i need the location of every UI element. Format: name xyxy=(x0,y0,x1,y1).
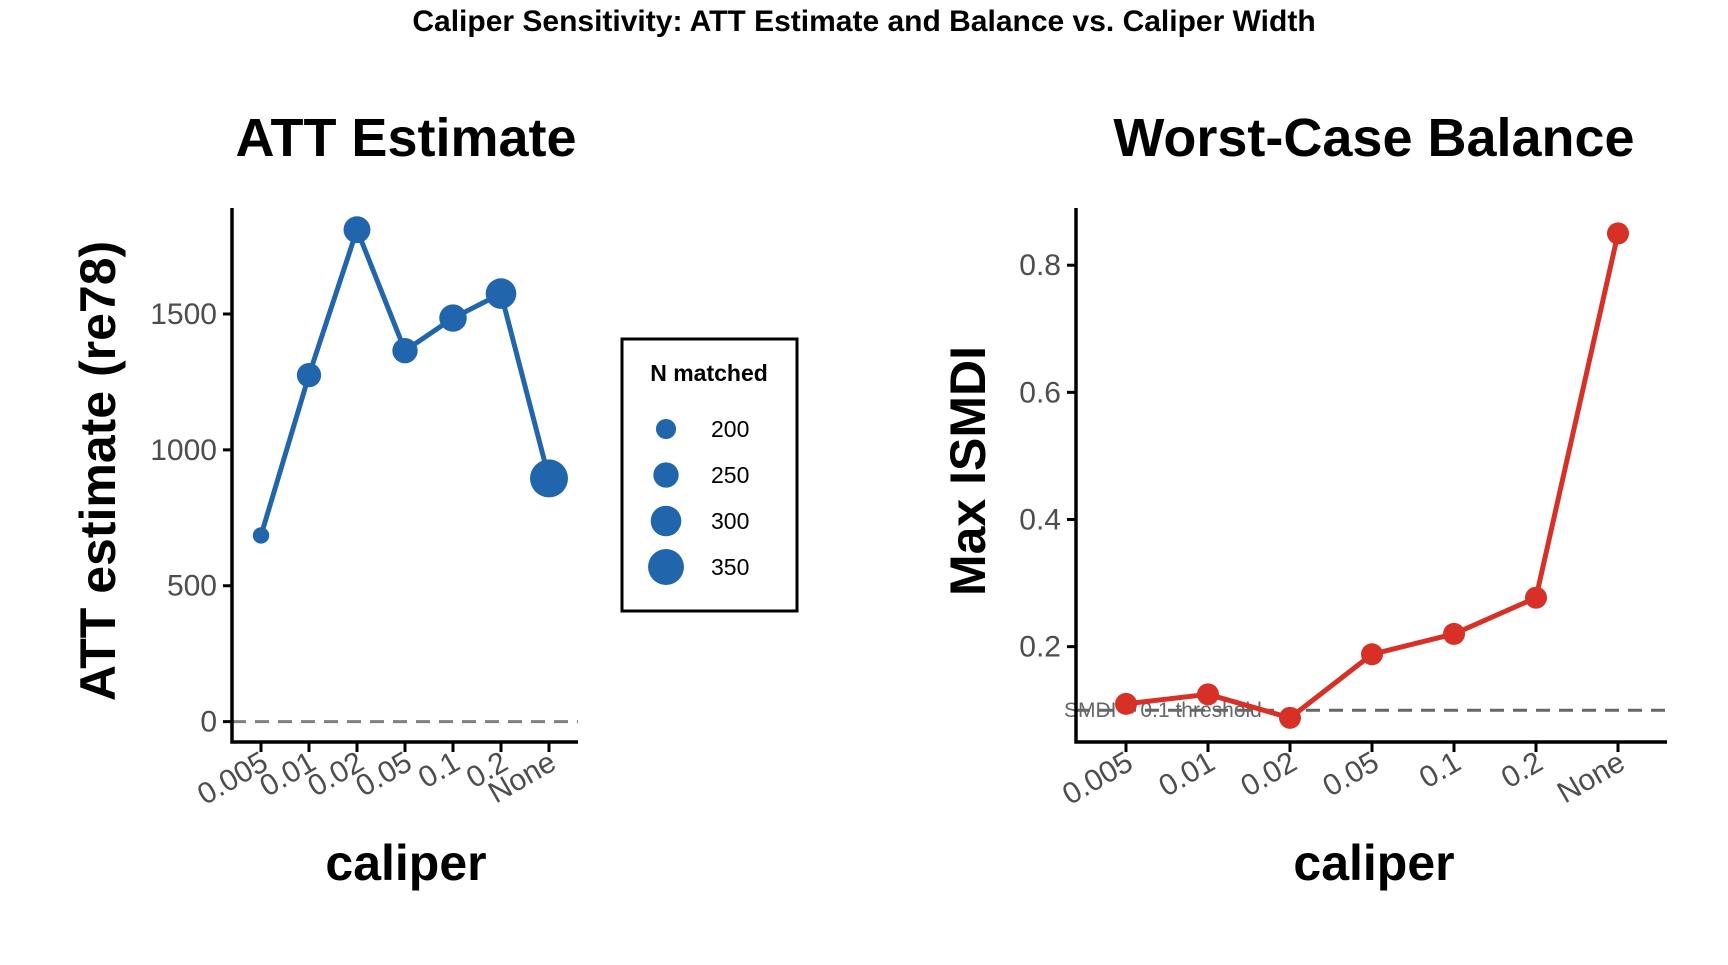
att-point xyxy=(392,337,418,364)
balance-y-tick-label: 0.6 xyxy=(1019,376,1061,409)
att-point xyxy=(439,304,467,332)
att-x-tick-label: 0.1 xyxy=(413,745,466,794)
att-point xyxy=(296,362,322,388)
legend-label: 350 xyxy=(711,554,749,580)
att-y-tick-label: 1500 xyxy=(150,298,217,331)
legend-size-key xyxy=(650,505,682,537)
att-point xyxy=(485,278,517,309)
legend-label: 300 xyxy=(711,508,749,534)
balance-point xyxy=(1115,692,1137,715)
att-estimate-panel: ATT Estimate ATT estimate (re78) caliper… xyxy=(70,108,578,891)
worst-case-balance-panel: Worst-Case Balance Max ISMDI caliper SMD… xyxy=(940,108,1667,891)
balance-point xyxy=(1197,683,1219,706)
att-point xyxy=(252,527,270,544)
balance-x-tick-label: 0.2 xyxy=(1496,745,1549,794)
balance-x-tick-label: 0.005 xyxy=(1057,745,1139,811)
balance-point xyxy=(1525,586,1547,609)
legend-label: 250 xyxy=(711,462,749,488)
att-point xyxy=(530,459,568,498)
balance-point xyxy=(1443,622,1465,645)
balance-y-tick-label: 0.4 xyxy=(1019,504,1061,537)
att-y-ticks: 0 500 1000 1500 xyxy=(150,298,232,739)
balance-x-tick-label: 0.05 xyxy=(1317,745,1384,803)
balance-y-ticks: 0.2 0.4 0.6 0.8 xyxy=(1019,249,1076,664)
balance-axes xyxy=(1074,208,1667,744)
balance-y-tick-label: 0.2 xyxy=(1019,631,1061,664)
legend-label: 200 xyxy=(711,416,749,442)
balance-series xyxy=(1115,222,1629,729)
n-matched-legend: N matched 200 250 300 350 xyxy=(620,337,799,613)
balance-panel-title: Worst-Case Balance xyxy=(1113,108,1634,168)
att-panel-title: ATT Estimate xyxy=(235,108,576,168)
legend-size-key xyxy=(655,418,677,440)
att-y-tick-label: 500 xyxy=(167,570,217,603)
legend-title: N matched xyxy=(650,360,768,386)
balance-x-tick-label: 0.1 xyxy=(1414,745,1467,794)
legend-size-key xyxy=(653,462,679,488)
att-y-tick-label: 0 xyxy=(200,706,217,739)
balance-reference-label: SMDI = 0.1 threshold xyxy=(1064,699,1262,722)
balance-point xyxy=(1607,222,1629,245)
balance-x-tick-label: None xyxy=(1552,745,1631,809)
balance-threshold-reference-line: SMDI = 0.1 threshold xyxy=(1064,699,1667,722)
att-y-axis-label: ATT estimate (re78) xyxy=(70,241,126,701)
balance-x-ticks: 0.005 0.01 0.02 0.05 0.1 0.2 None xyxy=(1057,743,1631,812)
balance-x-tick-label: 0.01 xyxy=(1153,745,1220,803)
balance-y-axis-label: Max ISMDI xyxy=(940,346,996,596)
balance-y-tick-label: 0.8 xyxy=(1019,249,1061,282)
balance-x-tick-label: 0.02 xyxy=(1235,745,1302,803)
att-y-tick-label: 1000 xyxy=(150,434,217,467)
att-x-tick-label: 0.05 xyxy=(350,745,417,803)
figure-title: Caliper Sensitivity: ATT Estimate and Ba… xyxy=(412,5,1315,38)
legend-size-key xyxy=(648,549,684,585)
att-axes xyxy=(230,208,578,744)
balance-point xyxy=(1361,643,1383,666)
att-x-axis-label: caliper xyxy=(325,835,486,891)
att-series xyxy=(252,216,568,544)
balance-x-axis-label: caliper xyxy=(1293,835,1454,891)
balance-point xyxy=(1279,706,1301,729)
att-point xyxy=(343,216,371,244)
